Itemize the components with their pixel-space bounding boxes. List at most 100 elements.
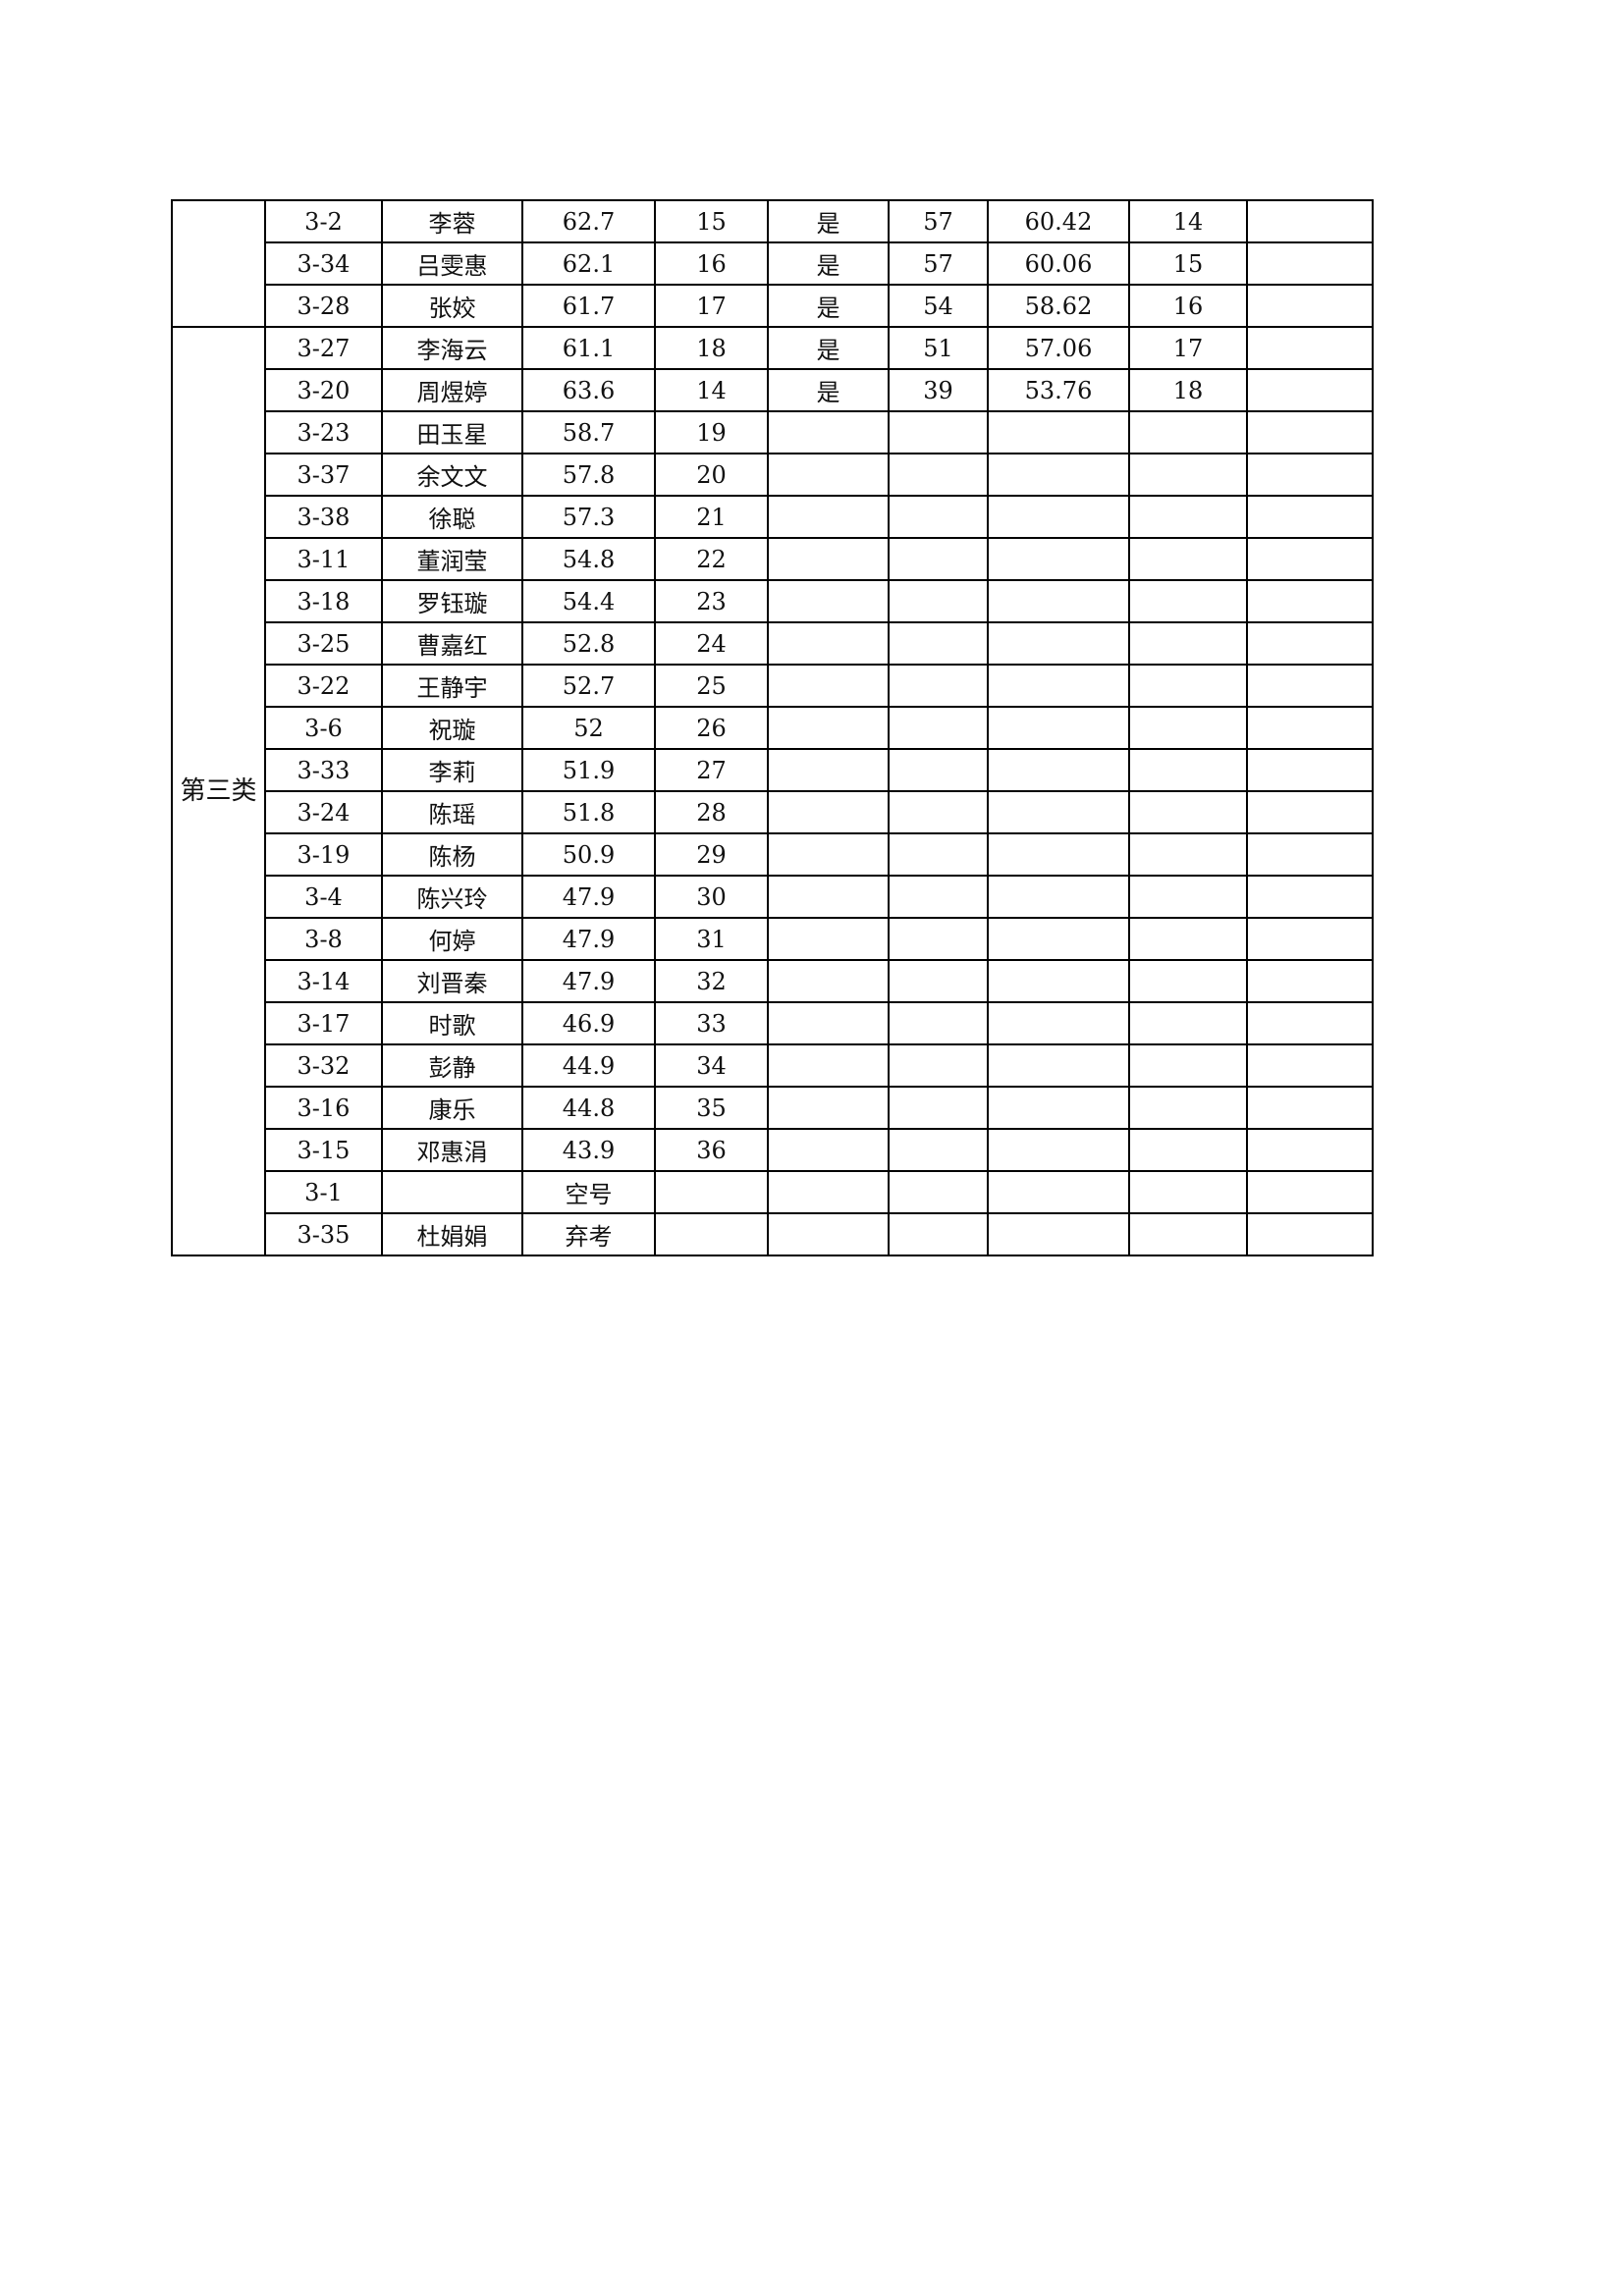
qualified-cell: 是: [767, 326, 890, 370]
name-cell: 康乐: [381, 1086, 523, 1130]
table-row: 3-16 康乐 44.8 35: [172, 1086, 1374, 1130]
score-cell: 57.3: [521, 495, 656, 539]
score-cell: 弃考: [521, 1212, 656, 1256]
qualified-cell: [767, 579, 890, 623]
qualified-cell: [767, 917, 890, 961]
qualified-cell: [767, 832, 890, 877]
student-id-cell: 3-4: [264, 875, 383, 919]
second-score-cell: 39: [888, 368, 989, 412]
student-id-cell: 3-32: [264, 1043, 383, 1088]
rank-cell: 20: [654, 453, 769, 497]
remark-cell: [1246, 1170, 1374, 1214]
qualified-cell: [767, 1086, 890, 1130]
name-cell: 张姣: [381, 284, 523, 328]
second-score-cell: [888, 1128, 989, 1172]
rank-cell: 24: [654, 621, 769, 666]
remark-cell: [1246, 1212, 1374, 1256]
remark-cell: [1246, 453, 1374, 497]
name-cell: 陈瑶: [381, 790, 523, 834]
score-cell: 46.9: [521, 1001, 656, 1045]
remark-cell: [1246, 1086, 1374, 1130]
total-score-cell: [987, 621, 1130, 666]
student-id-cell: 3-34: [264, 241, 383, 286]
score-cell: 63.6: [521, 368, 656, 412]
final-rank-cell: [1128, 1170, 1248, 1214]
name-cell: 李蓉: [381, 199, 523, 243]
total-score-cell: [987, 875, 1130, 919]
second-score-cell: 57: [888, 199, 989, 243]
qualified-cell: [767, 790, 890, 834]
second-score-cell: [888, 959, 989, 1003]
score-cell: 51.9: [521, 748, 656, 792]
table-row: 第三类 3-27 李海云 61.1 18 是 51 57.06 17: [171, 326, 1374, 1256]
final-rank-cell: 17: [1128, 326, 1248, 370]
table-row: 3-37 余文文 57.8 20: [172, 453, 1374, 497]
total-score-cell: [987, 579, 1130, 623]
second-score-cell: [888, 1043, 989, 1088]
table-row: 3-25 曹嘉红 52.8 24: [172, 621, 1374, 666]
final-rank-cell: 15: [1128, 241, 1248, 286]
qualified-cell: [767, 410, 890, 454]
score-cell: 54.8: [521, 537, 656, 581]
remark-cell: [1246, 241, 1374, 286]
table-row: 3-19 陈杨 50.9 29: [172, 832, 1374, 877]
total-score-cell: [987, 790, 1130, 834]
name-cell: 李海云: [381, 326, 523, 370]
student-id-cell: 3-6: [264, 706, 383, 750]
student-id-cell: 3-8: [264, 917, 383, 961]
name-cell: 何婷: [381, 917, 523, 961]
name-cell: 吕雯惠: [381, 241, 523, 286]
table-row: 3-38 徐聪 57.3 21: [172, 495, 1374, 539]
remark-cell: [1246, 199, 1374, 243]
total-score-cell: 60.06: [987, 241, 1130, 286]
student-id-cell: 3-18: [264, 579, 383, 623]
qualified-cell: [767, 621, 890, 666]
name-cell: 陈兴玲: [381, 875, 523, 919]
qualified-cell: [767, 748, 890, 792]
remark-cell: [1246, 790, 1374, 834]
score-cell: 57.8: [521, 453, 656, 497]
name-cell: 杜娟娟: [381, 1212, 523, 1256]
second-score-cell: [888, 1001, 989, 1045]
score-cell: 52.7: [521, 664, 656, 708]
rank-cell: 15: [654, 199, 769, 243]
final-rank-cell: [1128, 1043, 1248, 1088]
second-score-cell: [888, 706, 989, 750]
second-score-cell: [888, 917, 989, 961]
remark-cell: [1246, 1043, 1374, 1088]
second-score-cell: [888, 537, 989, 581]
score-cell: 43.9: [521, 1128, 656, 1172]
table-row: 3-22 王静宇 52.7 25: [172, 664, 1374, 708]
name-cell: 曹嘉红: [381, 621, 523, 666]
remark-cell: [1246, 664, 1374, 708]
final-rank-cell: [1128, 832, 1248, 877]
table-row: 3-32 彭静 44.9 34: [172, 1043, 1374, 1088]
table-row: 3-35 杜娟娟 弃考: [172, 1212, 1374, 1256]
rank-cell: 14: [654, 368, 769, 412]
final-rank-cell: 18: [1128, 368, 1248, 412]
name-cell: 罗钰璇: [381, 579, 523, 623]
name-cell: 陈杨: [381, 832, 523, 877]
total-score-cell: 58.62: [987, 284, 1130, 328]
table-row: 3-17 时歌 46.9 33: [172, 1001, 1374, 1045]
rank-cell: 32: [654, 959, 769, 1003]
qualified-cell: [767, 1128, 890, 1172]
name-cell: 李莉: [381, 748, 523, 792]
rank-cell: 30: [654, 875, 769, 919]
score-cell: 44.8: [521, 1086, 656, 1130]
score-cell: 47.9: [521, 917, 656, 961]
total-score-cell: [987, 917, 1130, 961]
table-row: 3-6 祝璇 52 26: [172, 706, 1374, 750]
score-table: 3-2 李蓉 62.7 15 是 57 60.42 14 3-34 吕雯惠 62.1 16 是 57 60.…: [171, 199, 1374, 1256]
student-id-cell: 3-20: [264, 368, 383, 412]
table-row: 3-8 何婷 47.9 31: [172, 917, 1374, 961]
score-cell: 62.1: [521, 241, 656, 286]
score-cell: 空号: [521, 1170, 656, 1214]
final-rank-cell: [1128, 410, 1248, 454]
table-row: 3-14 刘晋秦 47.9 32: [172, 959, 1374, 1003]
student-id-cell: 3-37: [264, 453, 383, 497]
score-cell: 58.7: [521, 410, 656, 454]
second-score-cell: [888, 790, 989, 834]
score-cell: 50.9: [521, 832, 656, 877]
student-id-cell: 3-2: [264, 199, 383, 243]
